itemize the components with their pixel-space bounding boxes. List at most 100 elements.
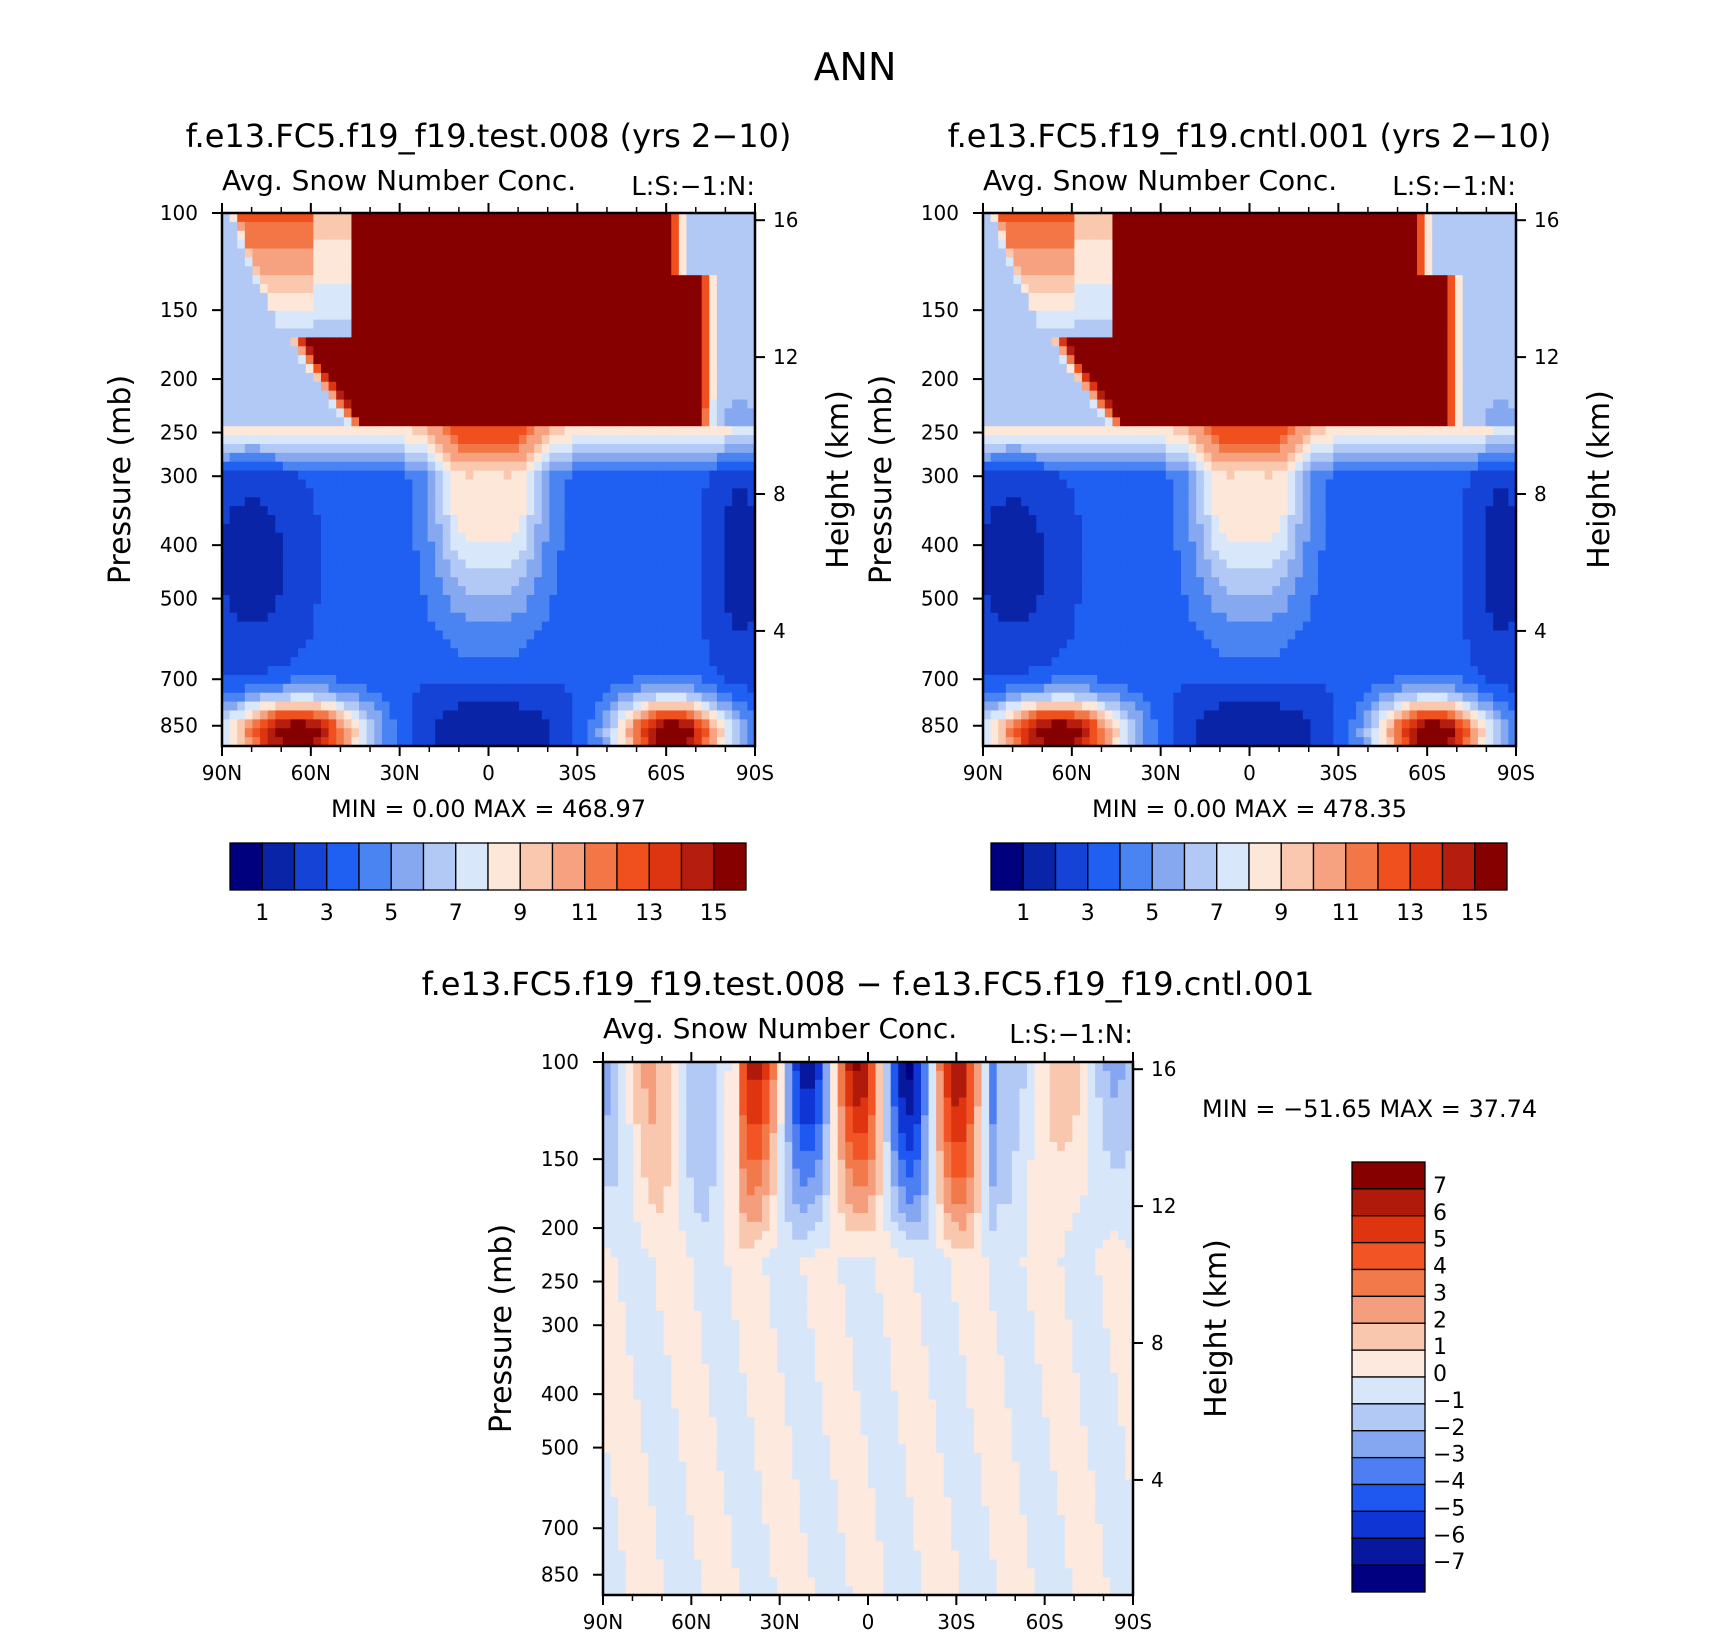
field-cell: [321, 417, 329, 427]
field-cell: [260, 257, 268, 267]
field-cell: [405, 364, 413, 374]
field-cell: [664, 453, 672, 463]
field-cell: [245, 249, 253, 259]
field-cell: [458, 719, 466, 729]
field-cell: [1052, 293, 1060, 303]
field-cell: [321, 249, 329, 259]
field-cell: [1059, 391, 1067, 401]
field-cell: [351, 222, 359, 232]
field-cell: [390, 577, 398, 587]
field-cell: [382, 231, 390, 241]
field-cell: [702, 355, 710, 365]
field-cell: [671, 719, 679, 729]
field-cell: [686, 577, 694, 587]
field-cell: [626, 320, 634, 330]
field-cell: [717, 639, 725, 649]
field-cell: [542, 533, 550, 543]
field-cell: [313, 497, 321, 507]
field-cell: [412, 408, 420, 418]
field-cell: [291, 444, 299, 454]
field-cell: [298, 320, 306, 330]
field-cell: [344, 648, 352, 658]
field-cell: [580, 622, 588, 632]
field-cell: [511, 515, 519, 525]
field-cell: [527, 586, 535, 596]
field-cell: [473, 266, 481, 276]
field-cell: [618, 435, 626, 445]
field-cell: [245, 488, 253, 498]
field-cell: [694, 346, 702, 356]
field-cell: [709, 213, 717, 223]
field-cell: [481, 266, 489, 276]
field-cell: [390, 257, 398, 267]
field-cell: [991, 533, 999, 543]
field-cell: [542, 382, 550, 392]
field-cell: [1052, 631, 1060, 641]
field-cell: [291, 266, 299, 276]
field-cell: [237, 373, 245, 383]
field-cell: [717, 435, 725, 445]
field-cell: [412, 231, 420, 241]
field-cell: [633, 586, 641, 596]
field-cell: [1044, 364, 1052, 374]
field-cell: [557, 231, 565, 241]
field-cell: [998, 426, 1006, 436]
field-cell: [686, 391, 694, 401]
field-cell: [519, 337, 527, 347]
field-cell: [466, 249, 474, 259]
field-cell: [481, 702, 489, 712]
field-cell: [732, 728, 740, 738]
field-cell: [313, 222, 321, 232]
field-cell: [481, 488, 489, 498]
field-cell: [428, 400, 436, 410]
field-cell: [618, 568, 626, 578]
field-cell: [405, 693, 413, 703]
field-cell: [283, 462, 291, 472]
field-cell: [306, 506, 314, 516]
field-cell: [1029, 355, 1037, 365]
field-cell: [351, 639, 359, 649]
field-cell: [1044, 631, 1052, 641]
field-cell: [336, 249, 344, 259]
field-cell: [1036, 586, 1044, 596]
field-cell: [1059, 728, 1067, 738]
field-cell: [686, 533, 694, 543]
field-cell: [740, 542, 748, 552]
field-cell: [405, 257, 413, 267]
field-cell: [252, 728, 260, 738]
field-cell: [504, 266, 512, 276]
field-cell: [557, 577, 565, 587]
field-cell: [504, 320, 512, 330]
field-cell: [382, 497, 390, 507]
field-cell: [664, 266, 672, 276]
field-cell: [1021, 213, 1029, 223]
field-cell: [641, 257, 649, 267]
field-cell: [610, 328, 618, 338]
field-cell: [641, 373, 649, 383]
field-cell: [367, 373, 375, 383]
field-cell: [542, 240, 550, 250]
field-cell: [245, 293, 253, 303]
field-cell: [1006, 622, 1014, 632]
field-cell: [230, 506, 238, 516]
field-cell: [732, 435, 740, 445]
field-cell: [351, 284, 359, 294]
field-cell: [671, 328, 679, 338]
field-cell: [626, 586, 634, 596]
field-cell: [686, 373, 694, 383]
field-cell: [412, 533, 420, 543]
field-cell: [275, 328, 283, 338]
field-cell: [633, 364, 641, 374]
field-cell: [435, 240, 443, 250]
field-cell: [1059, 719, 1067, 729]
field-cell: [572, 346, 580, 356]
field-cell: [1044, 222, 1052, 232]
field-cell: [275, 320, 283, 330]
field-cell: [679, 311, 687, 321]
field-cell: [237, 639, 245, 649]
field-cell: [648, 257, 656, 267]
field-cell: [405, 408, 413, 418]
field-cell: [534, 364, 542, 374]
field-cell: [511, 622, 519, 632]
field-cell: [397, 595, 405, 605]
